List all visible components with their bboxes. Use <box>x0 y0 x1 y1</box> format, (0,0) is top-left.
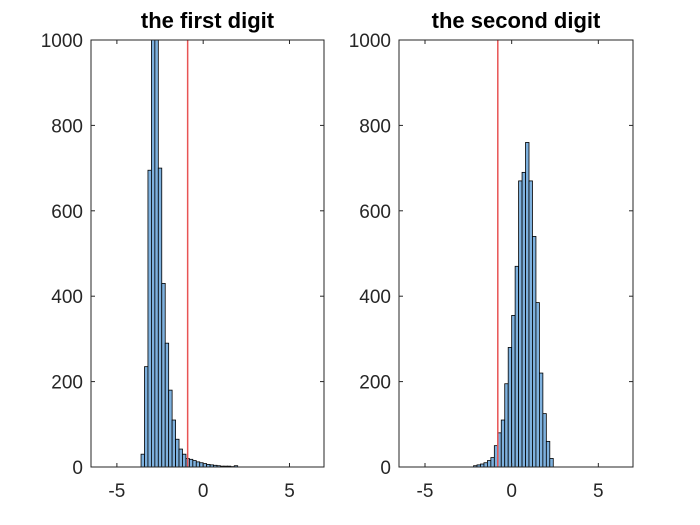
ticks-group: 0 200 400 600 800 1000 -5 0 5 <box>41 31 324 502</box>
axes-frame <box>90 39 325 468</box>
histogram-bar <box>511 315 516 468</box>
y-tick-label: 800 <box>359 116 391 137</box>
x-tick-label: 5 <box>593 481 604 502</box>
y-tick-label: 1000 <box>41 31 83 52</box>
histogram-bar <box>528 180 533 468</box>
histogram-bar <box>154 39 159 468</box>
y-tick-label: 400 <box>359 287 391 308</box>
histogram-panel-first-digit: the first digit 0 200 400 600 800 1000 -5 0 5 <box>41 8 325 502</box>
histogram-bar <box>525 142 530 468</box>
histogram-bar <box>192 460 197 468</box>
histogram-bar <box>151 39 156 468</box>
axes-frame <box>398 39 634 468</box>
ticks-group: 0 200 400 600 800 1000 -5 0 5 <box>349 31 633 502</box>
histogram-bar <box>140 453 145 468</box>
histogram-bar <box>483 462 488 468</box>
histogram-bar <box>549 458 554 468</box>
y-tick-label: 600 <box>359 202 391 223</box>
chart-title: the first digit <box>141 8 275 33</box>
histogram-bar <box>164 342 170 468</box>
x-tick-label: 0 <box>506 481 517 502</box>
histogram-bar <box>539 372 544 468</box>
histogram-bar <box>500 419 506 468</box>
histogram-bar <box>195 461 201 468</box>
x-tick-label: -5 <box>417 481 434 502</box>
histogram-bar <box>178 448 183 468</box>
x-tick-label: 0 <box>198 481 209 502</box>
histogram-bar <box>545 440 551 468</box>
histogram-bar <box>188 458 194 468</box>
histogram-bar <box>504 383 509 468</box>
histogram-bar <box>490 457 495 468</box>
histogram-bar <box>171 419 176 468</box>
chart-title: the second digit <box>432 8 601 33</box>
histogram-bar <box>157 167 163 468</box>
histogram-bar <box>144 366 149 468</box>
x-tick-label: -5 <box>108 481 125 502</box>
y-tick-label: 400 <box>51 287 83 308</box>
histogram-bar <box>514 265 520 468</box>
bars-group <box>140 39 239 468</box>
y-tick-label: 0 <box>72 458 83 479</box>
histogram-bar <box>542 413 547 468</box>
histogram-bar <box>175 438 180 468</box>
y-tick-label: 200 <box>359 373 391 394</box>
y-tick-label: 0 <box>380 458 391 479</box>
histogram-bar <box>182 453 187 468</box>
y-tick-label: 1000 <box>349 31 391 52</box>
histogram-panel-second-digit: the second digit 0 200 400 600 800 1000 -5 0 5 <box>349 8 634 502</box>
y-tick-label: 600 <box>51 202 83 223</box>
histogram-bar <box>532 236 537 468</box>
bars-group <box>473 142 554 468</box>
histogram-bar <box>161 282 166 468</box>
histogram-bar <box>518 180 523 468</box>
y-tick-label: 200 <box>51 373 83 394</box>
x-tick-label: 5 <box>284 481 295 502</box>
histogram-bar <box>507 347 513 468</box>
histogram-bar <box>202 463 208 468</box>
histogram-bar <box>199 462 204 468</box>
histogram-bar <box>521 171 526 468</box>
histogram-bar <box>535 302 540 468</box>
y-tick-label: 800 <box>51 116 83 137</box>
histogram-bar <box>147 169 152 468</box>
histogram-bar <box>168 389 173 468</box>
histogram-bar <box>486 460 492 468</box>
